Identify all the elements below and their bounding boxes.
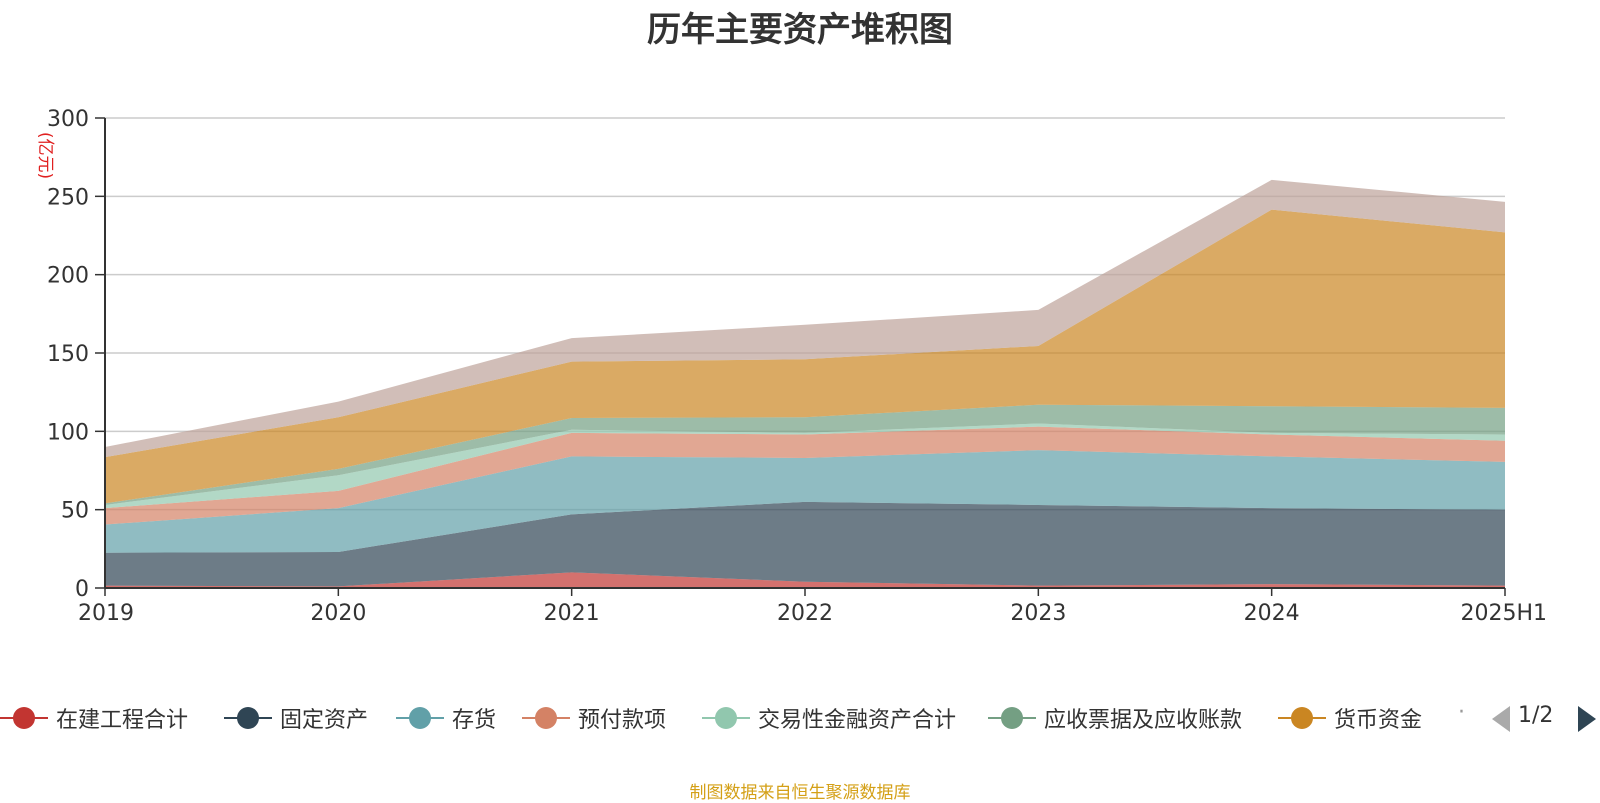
legend-marker-icon (224, 700, 272, 736)
legend-marker-icon (702, 700, 750, 736)
legend-marker-icon (396, 700, 444, 736)
y-tick-label: 50 (61, 499, 89, 524)
legend-item[interactable]: 固定资产 (224, 700, 368, 736)
x-tick-label: 2024 (1244, 601, 1300, 626)
x-tick-label: 2023 (1010, 601, 1066, 626)
area-series (105, 179, 1505, 588)
legend-prev-page-icon[interactable] (1492, 706, 1510, 732)
legend-item[interactable]: 应收票据及应收账款 (988, 700, 1242, 736)
y-tick-label: 0 (75, 577, 89, 602)
area-series-2 (105, 450, 1505, 553)
area-series-6 (105, 209, 1505, 504)
y-axis-unit-label: (亿元) (35, 131, 56, 180)
legend-item[interactable]: 货币资金 (1278, 700, 1422, 736)
y-tick-label: 200 (47, 264, 89, 289)
area-series-7 (105, 179, 1505, 458)
legend-label: 固定资产 (280, 708, 369, 733)
axes (95, 117, 1506, 596)
legend-marker-icon (988, 700, 1036, 736)
source-note: 制图数据来自恒生聚源数据库 (689, 783, 911, 803)
y-tick-label: 100 (47, 420, 89, 445)
legend-next-page-icon[interactable] (1578, 706, 1596, 732)
legend-item[interactable]: 在建工程合计 (0, 700, 188, 736)
legend-label: 在建工程合计 (56, 708, 189, 733)
area-series-1 (105, 501, 1505, 587)
area-series-0 (105, 572, 1505, 588)
legend-item[interactable]: 预付款项 (522, 700, 666, 736)
x-tick-label: 2020 (310, 601, 366, 626)
y-tick-label: 300 (47, 107, 89, 132)
chart-title: 历年主要资产堆积图 (647, 10, 953, 50)
legend-marker-icon (522, 700, 570, 736)
legend-label: 货币资金 (1334, 708, 1423, 733)
stacked-area-chart: 0 50 100 150 200 250 300 2019 2020 2021 2022 2023 20… (47, 107, 1547, 626)
x-tick-label: 2021 (544, 601, 600, 626)
x-tick-label: 2019 (78, 601, 134, 626)
area-series-3 (105, 426, 1505, 525)
y-tick-label: 150 (47, 342, 89, 367)
legend-label: 预付款项 (578, 708, 667, 733)
legend-label: 存货 (452, 708, 497, 733)
legend-item[interactable]: 交易性金融资产合计 (702, 700, 956, 736)
x-tick-label: 2025H1 (1460, 601, 1547, 626)
area-series-5 (105, 404, 1505, 505)
legend-label: 应收票据及应收账款 (1044, 708, 1243, 733)
y-tick-label: 250 (47, 185, 89, 210)
legend: 在建工程合计 固定资产 存货 预付款项 交易性金融资产合计 应收票据及应收账款 货币资金 · 1… (0, 700, 1600, 736)
tick-labels: 0 50 100 150 200 250 300 2019 2020 2021 2022 2023 20… (47, 107, 1547, 626)
x-tick-label: 2022 (777, 601, 833, 626)
legend-page-indicator: 1/2 (1518, 703, 1554, 728)
legend-item[interactable]: 存货 (396, 700, 496, 736)
legend-marker-icon (1278, 700, 1326, 736)
legend-overflow-dots: · (1458, 700, 1465, 725)
legend-label: 交易性金融资产合计 (758, 708, 957, 733)
legend-marker-icon (0, 700, 48, 736)
